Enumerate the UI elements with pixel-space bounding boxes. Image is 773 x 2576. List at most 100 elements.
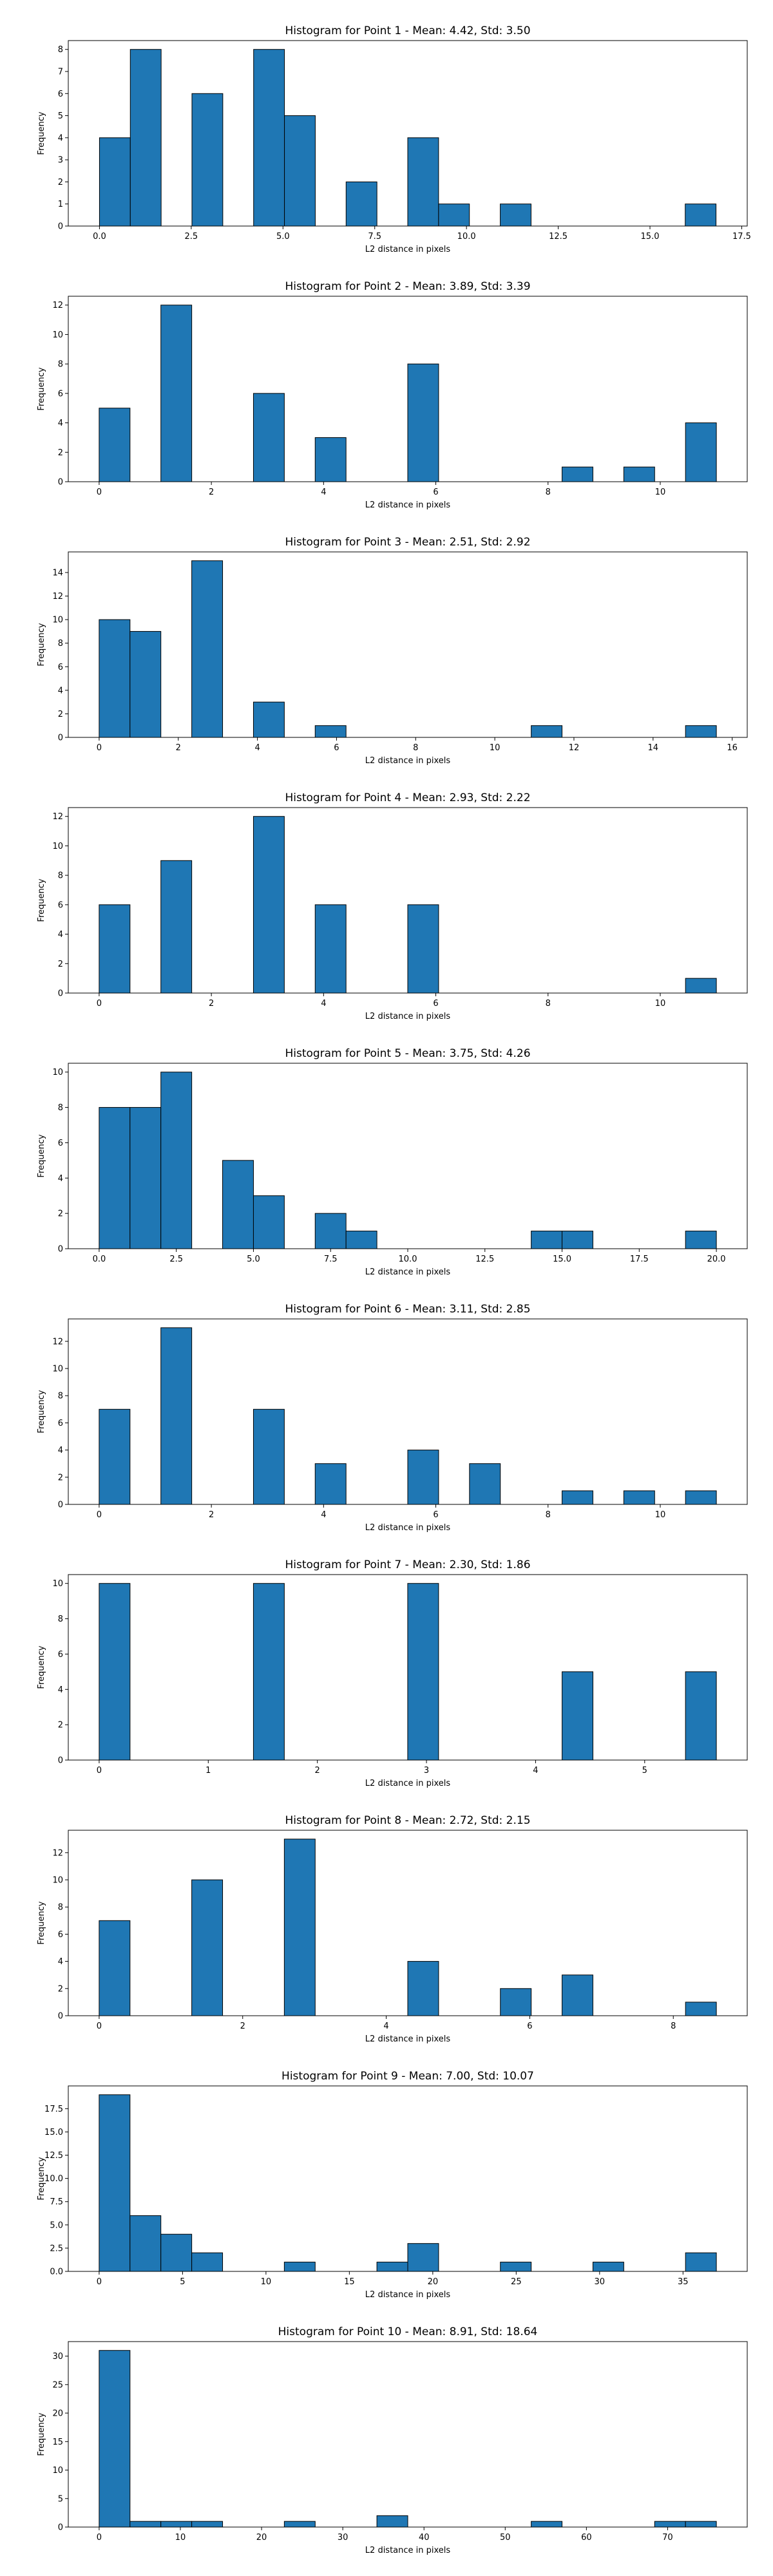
x-axis: 0 2 4 6 8 10 12 14 16 [97, 737, 738, 753]
x-tick-label: 20 [256, 2533, 267, 2543]
x-axis-label: L2 distance in pixels [365, 756, 451, 766]
x-tick-label: 4 [321, 488, 326, 497]
x-tick-label: 2 [209, 1510, 214, 1520]
histogram-bar [685, 978, 717, 994]
histogram-bar [592, 2262, 624, 2272]
y-tick-label: 12 [52, 592, 63, 601]
x-tick-label: 10 [655, 1510, 666, 1520]
histogram-bar [685, 1490, 717, 1505]
histogram-bar [160, 1327, 193, 1505]
y-tick-label: 25 [52, 2380, 63, 2390]
x-tick-label: 15.0 [641, 232, 660, 242]
histogram-bar [685, 1231, 717, 1249]
y-tick-label: 2.5 [50, 2244, 63, 2253]
y-tick-label: 4 [58, 419, 63, 428]
y-tick-label: 4 [58, 1174, 63, 1184]
y-tick-label: 20 [52, 2409, 63, 2419]
x-tick-label: 30 [595, 2277, 606, 2287]
y-tick-label: 4 [58, 133, 63, 143]
x-tick-label: 35 [678, 2277, 689, 2287]
plot-frame [68, 807, 748, 994]
x-axis-label: L2 distance in pixels [365, 2290, 451, 2300]
bars [99, 1839, 717, 2016]
x-axis: 0 2 4 6 8 10 [97, 993, 665, 1009]
histogram-bar [407, 904, 439, 994]
x-tick-label: 1 [205, 1766, 211, 1776]
y-tick-label: 17.5 [44, 2105, 63, 2114]
x-tick-label: 10.0 [399, 1255, 417, 1264]
y-tick-label: 8 [58, 45, 63, 55]
y-tick-label: 1 [58, 200, 63, 209]
x-tick-label: 12.5 [475, 1255, 494, 1264]
y-tick-label: 5 [58, 2494, 63, 2504]
x-tick-label: 10 [655, 488, 666, 497]
x-axis-label: L2 distance in pixels [365, 1523, 451, 1533]
histogram-bar [222, 1160, 254, 1249]
y-tick-label: 0 [58, 989, 63, 999]
y-tick-label: 7.5 [50, 2197, 63, 2207]
x-tick-label: 5.0 [247, 1255, 260, 1264]
y-tick-label: 2 [58, 1209, 63, 1219]
y-tick-label: 8 [58, 1392, 63, 1401]
y-axis-label: Frequency [37, 1645, 46, 1689]
bars [99, 2094, 717, 2272]
y-axis-label: Frequency [37, 1390, 46, 1433]
x-tick-label: 2.5 [169, 1255, 183, 1264]
plot-frame [68, 296, 748, 482]
histogram-panel-6: Histogram for Point 6 - Mean: 3.11, Std:… [37, 1303, 748, 1533]
histogram-bar [99, 1107, 131, 1249]
histogram-bar [562, 1975, 593, 2016]
histogram-bar [160, 2521, 193, 2528]
chart-title: Histogram for Point 10 - Mean: 8.91, Std… [278, 2325, 538, 2338]
histogram-bar [160, 1072, 193, 1249]
x-axis: 0 10 20 30 40 50 60 70 [97, 2527, 673, 2543]
plot-frame [68, 40, 748, 227]
y-tick-label: 15.0 [44, 2128, 63, 2137]
histogram-bar [99, 2350, 131, 2528]
y-tick-label: 2 [58, 1984, 63, 1994]
histogram-bar [685, 2252, 717, 2272]
histogram-bar [99, 1583, 131, 1761]
chart-title: Histogram for Point 1 - Mean: 4.42, Std:… [285, 24, 530, 37]
x-axis-label: L2 distance in pixels [365, 245, 451, 254]
x-tick-label: 6 [433, 488, 438, 497]
y-tick-label: 0 [58, 734, 63, 743]
y-tick-label: 6 [58, 1650, 63, 1660]
histogram-bar [253, 701, 285, 738]
histogram-bar [253, 816, 285, 994]
y-axis-label: Frequency [37, 1134, 46, 1177]
x-tick-label: 5.0 [276, 232, 290, 242]
histogram-bar [284, 115, 316, 227]
y-tick-label: 10 [52, 330, 63, 340]
y-tick-label: 8 [58, 1903, 63, 1913]
y-tick-label: 6 [58, 663, 63, 672]
x-tick-label: 0 [97, 488, 102, 497]
histogram-bar [99, 2094, 131, 2272]
x-tick-label: 10 [175, 2533, 186, 2543]
histogram-bar [407, 363, 439, 482]
y-tick-label: 2 [58, 1721, 63, 1730]
x-tick-label: 30 [338, 2533, 348, 2543]
y-tick-label: 2 [58, 960, 63, 969]
x-tick-label: 4 [254, 743, 260, 753]
x-tick-label: 8 [671, 2022, 676, 2031]
histogram-bar [314, 1463, 347, 1505]
histogram-bar [654, 2521, 686, 2528]
histogram-bar [531, 1231, 563, 1249]
histogram-bar [407, 1961, 439, 2016]
histogram-bar [623, 466, 655, 482]
histogram-bar [253, 1583, 285, 1761]
x-axis-label: L2 distance in pixels [365, 1779, 451, 1788]
plot-frame [68, 1830, 748, 2016]
bars [99, 2350, 717, 2528]
histogram-panel-5: Histogram for Point 5 - Mean: 3.75, Std:… [37, 1047, 748, 1277]
histogram-bar [191, 1879, 224, 2016]
y-tick-label: 2 [58, 448, 63, 458]
y-tick-label: 12 [52, 1337, 63, 1347]
x-axis: 0 2 4 6 8 [97, 2016, 676, 2031]
histogram-panel-7: Histogram for Point 7 - Mean: 2.30, Std:… [37, 1558, 748, 1788]
histogram-bar [129, 49, 162, 227]
x-tick-label: 8 [546, 999, 551, 1009]
histogram-bar [469, 1463, 501, 1505]
y-tick-label: 8 [58, 639, 63, 649]
